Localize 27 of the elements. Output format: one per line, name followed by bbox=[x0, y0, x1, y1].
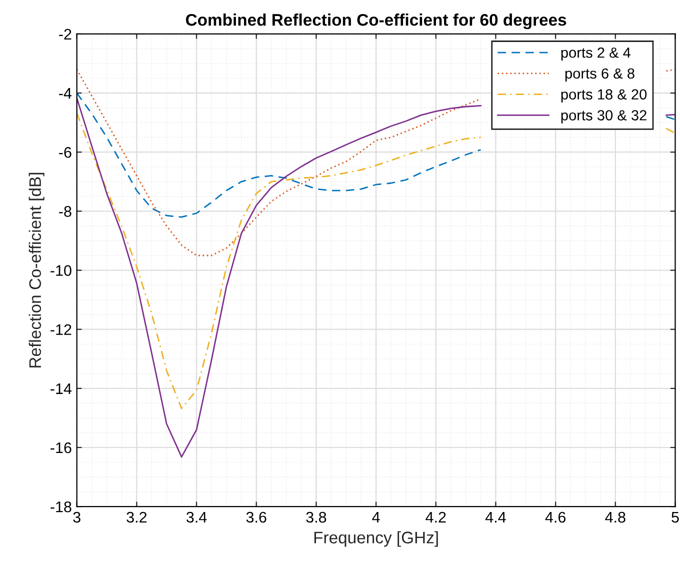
y-tick-label: -8 bbox=[59, 206, 72, 217]
x-tick-label: 4.6 bbox=[545, 512, 566, 523]
x-tick-label: 3 bbox=[73, 512, 80, 523]
legend-label: ports 30 & 32 bbox=[561, 110, 646, 124]
legend-label: ports 2 & 4 bbox=[561, 47, 631, 61]
x-tick-label: 4.8 bbox=[605, 512, 626, 523]
y-tick-label: -16 bbox=[50, 442, 72, 454]
x-axis-title: Frequency [GHz] bbox=[314, 531, 438, 547]
x-tick-label: 4.2 bbox=[426, 512, 446, 523]
y-tick-label: -10 bbox=[50, 265, 72, 276]
y-axis-title: Reflection Co-efficient [dB] bbox=[28, 172, 44, 368]
chart-title: Combined Reflection Co-efficient for 60 degrees bbox=[186, 14, 566, 30]
x-tick-label: 3.4 bbox=[186, 512, 207, 523]
y-tick-label: -12 bbox=[50, 324, 72, 335]
y-tick-label: -6 bbox=[59, 146, 72, 158]
y-tick-label: -18 bbox=[50, 501, 72, 512]
y-tick-label: -2 bbox=[59, 28, 72, 40]
x-tick-label: 4.4 bbox=[485, 512, 506, 523]
x-tick-label: 4 bbox=[372, 512, 380, 523]
x-tick-label: 3.8 bbox=[306, 512, 326, 523]
legend-label: ports 6 & 8 bbox=[565, 68, 634, 82]
y-tick-label: -4 bbox=[59, 88, 72, 99]
x-tick-label: 3.2 bbox=[126, 512, 147, 523]
x-tick-label: 5 bbox=[672, 512, 679, 523]
x-tick-label: 3.6 bbox=[246, 512, 266, 523]
y-tick-label: -14 bbox=[50, 383, 72, 394]
legend-label: ports 18 & 20 bbox=[561, 89, 647, 102]
